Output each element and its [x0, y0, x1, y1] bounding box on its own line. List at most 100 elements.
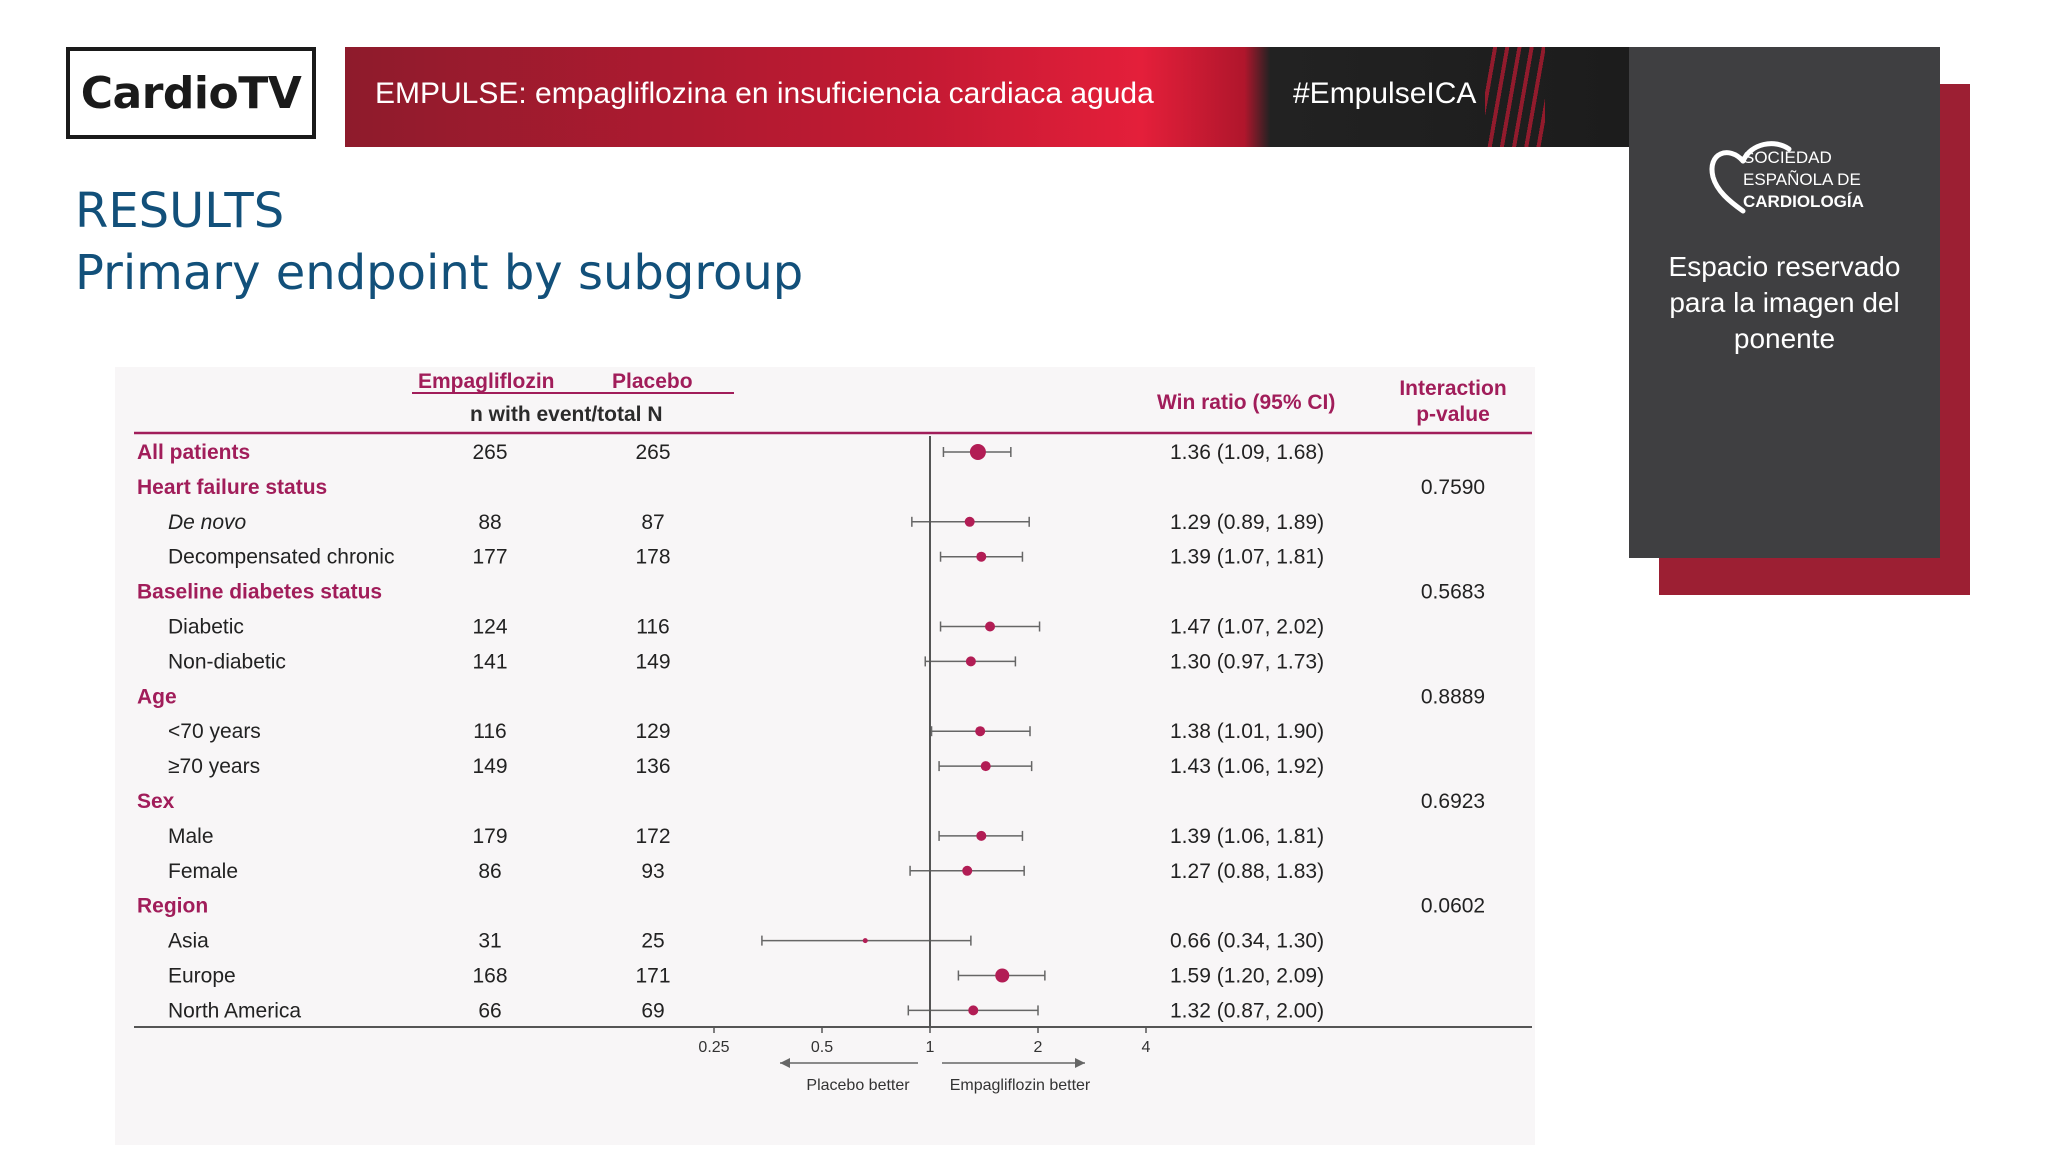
org-line-2: ESPAÑOLA DE: [1743, 170, 1861, 189]
placebo-n: 149: [635, 650, 670, 673]
point-estimate: [969, 444, 986, 460]
col-header-p-2: p-value: [1416, 403, 1490, 426]
banner-title: EMPULSE: empagliflozina en insuficiencia…: [375, 77, 1154, 110]
win-ratio-ci: 1.36 (1.09, 1.68): [1170, 441, 1324, 464]
x-tick-label: 2: [1034, 1039, 1043, 1056]
point-estimate: [965, 656, 976, 667]
interaction-p-value: 0.6923: [1421, 790, 1485, 813]
empagliflozin-n: 265: [472, 441, 507, 464]
row-label: All patients: [137, 441, 250, 464]
point-estimate: [985, 621, 996, 632]
win-ratio-ci: 1.32 (0.87, 2.00): [1170, 999, 1324, 1022]
row-label: Europe: [168, 965, 236, 988]
win-ratio-ci: 1.59 (1.20, 2.09): [1170, 965, 1324, 988]
note-line-2: para la imagen del: [1669, 287, 1900, 318]
row-label: Baseline diabetes status: [137, 581, 382, 604]
empagliflozin-n: 168: [472, 965, 507, 988]
speaker-placeholder-panel: SOCIEDAD ESPAÑOLA DE CARDIOLOGÍA Espacio…: [1629, 47, 1940, 558]
row-label: Asia: [168, 930, 209, 953]
interaction-p-value: 0.0602: [1421, 895, 1485, 918]
placeholder-note: Espacio reservado para la imagen del pon…: [1629, 249, 1940, 357]
col-header-n: n with event/total N: [470, 403, 663, 426]
placebo-n: 171: [635, 965, 670, 988]
title-banner: EMPULSE: empagliflozina en insuficiencia…: [345, 47, 1630, 147]
col-header-p-1: Interaction: [1399, 377, 1506, 400]
row-label: Non-diabetic: [168, 650, 286, 673]
win-ratio-ci: 1.38 (1.01, 1.90): [1170, 720, 1324, 743]
x-tick-label: 1: [926, 1039, 935, 1056]
win-ratio-ci: 1.30 (0.97, 1.73): [1170, 650, 1324, 673]
empagliflozin-better-label: Empagliflozin better: [950, 1077, 1091, 1094]
placebo-n: 172: [635, 825, 670, 848]
win-ratio-ci: 1.47 (1.07, 2.02): [1170, 616, 1324, 639]
org-line-3: CARDIOLOGÍA: [1743, 192, 1864, 211]
interaction-p-value: 0.8889: [1421, 685, 1485, 708]
win-ratio-ci: 1.39 (1.06, 1.81): [1170, 825, 1324, 848]
x-tick-label: 0.5: [811, 1039, 833, 1056]
note-line-1: Espacio reservado: [1668, 251, 1901, 282]
heart-logo-icon: [1709, 141, 1792, 214]
empagliflozin-n: 141: [472, 650, 507, 673]
win-ratio-ci: 1.29 (0.89, 1.89): [1170, 511, 1324, 534]
slide-title: RESULTS Primary endpoint by subgroup: [75, 180, 803, 304]
x-tick-label: 0.25: [698, 1039, 729, 1056]
row-label: Sex: [137, 790, 175, 813]
row-label: <70 years: [168, 720, 261, 743]
col-header-placebo: Placebo: [612, 370, 693, 393]
x-tick-label: 4: [1142, 1039, 1151, 1056]
figure-background: [115, 367, 1535, 1145]
row-label: Male: [168, 825, 214, 848]
row-label: Heart failure status: [137, 476, 327, 499]
placebo-n: 129: [635, 720, 670, 743]
point-estimate: [975, 726, 986, 737]
row-label: Age: [137, 685, 177, 708]
point-estimate: [995, 968, 1010, 983]
hashtag: #EmpulseICA: [1293, 77, 1477, 110]
win-ratio-ci: 1.27 (0.88, 1.83): [1170, 860, 1324, 883]
point-estimate: [980, 761, 991, 772]
placebo-n: 93: [641, 860, 664, 883]
banner-stripes: [1485, 47, 1545, 147]
arrowhead-right: [1075, 1058, 1085, 1068]
slide-title-line-1: RESULTS: [75, 183, 285, 239]
empagliflozin-n: 149: [472, 755, 507, 778]
placebo-n: 116: [636, 616, 669, 639]
empagliflozin-n: 66: [478, 999, 501, 1022]
empagliflozin-n: 31: [478, 930, 501, 953]
row-label: Diabetic: [168, 616, 244, 639]
point-estimate: [862, 938, 868, 944]
row-label: De novo: [168, 511, 247, 534]
point-estimate: [976, 551, 987, 562]
col-header-empagliflozin: Empagliflozin: [418, 370, 555, 393]
empagliflozin-n: 116: [473, 720, 506, 743]
placebo-n: 87: [641, 511, 664, 534]
org-line-1: SOCIEDAD: [1743, 148, 1832, 167]
empagliflozin-n: 88: [478, 511, 501, 534]
win-ratio-ci: 1.43 (1.06, 1.92): [1170, 755, 1324, 778]
cardiotv-logo: CardioTV: [66, 47, 316, 139]
note-line-3: ponente: [1733, 323, 1836, 354]
row-label: Region: [137, 895, 208, 918]
row-label: Decompensated chronic: [168, 546, 394, 569]
point-estimate: [962, 865, 973, 876]
interaction-p-value: 0.7590: [1421, 476, 1485, 499]
forest-rows: All patients 265 265 1.36 (1.09, 1.68) Heart…: [137, 441, 1485, 1022]
win-ratio-ci: 0.66 (0.34, 1.30): [1170, 930, 1324, 953]
placebo-n: 178: [635, 546, 670, 569]
placebo-n: 136: [635, 755, 670, 778]
slide-title-line-2: Primary endpoint by subgroup: [75, 245, 804, 301]
interaction-p-value: 0.5683: [1421, 581, 1485, 604]
empagliflozin-n: 124: [472, 616, 507, 639]
sec-org-name: SOCIEDAD ESPAÑOLA DE CARDIOLOGÍA: [1743, 147, 1864, 213]
win-ratio-ci: 1.39 (1.07, 1.81): [1170, 546, 1324, 569]
row-label: Female: [168, 860, 238, 883]
empagliflozin-n: 177: [472, 546, 507, 569]
placebo-better-label: Placebo better: [806, 1077, 910, 1094]
col-header-ratio: Win ratio (95% CI): [1157, 391, 1335, 414]
empagliflozin-n: 179: [472, 825, 507, 848]
point-estimate: [964, 516, 975, 527]
forest-x-axis: 0.25 0.5 1 2 4 Placebo better Empagliflozin be…: [698, 436, 1151, 1094]
placebo-n: 25: [641, 930, 664, 953]
placebo-n: 265: [635, 441, 670, 464]
